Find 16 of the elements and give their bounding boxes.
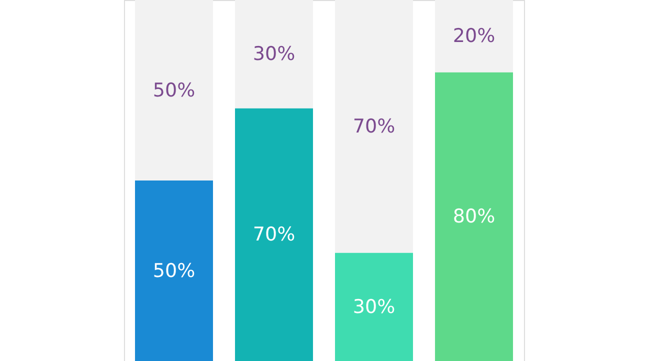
bar: [335, 252, 413, 361]
data-label: 20%: [452, 25, 496, 48]
bar: [235, 0, 313, 108]
data-label: 30%: [252, 43, 296, 66]
data-label: 30%: [352, 296, 396, 318]
bar: [135, 0, 213, 180]
data-label: 50%: [152, 79, 196, 102]
data-label: 70%: [252, 224, 296, 246]
bar: [435, 72, 513, 361]
data-label: 50%: [152, 260, 196, 282]
bar: [335, 0, 413, 253]
data-label: 80%: [452, 206, 496, 228]
bar: [435, 0, 513, 72]
bar: [135, 180, 213, 361]
bar: [235, 108, 313, 361]
data-label: 70%: [352, 115, 396, 138]
